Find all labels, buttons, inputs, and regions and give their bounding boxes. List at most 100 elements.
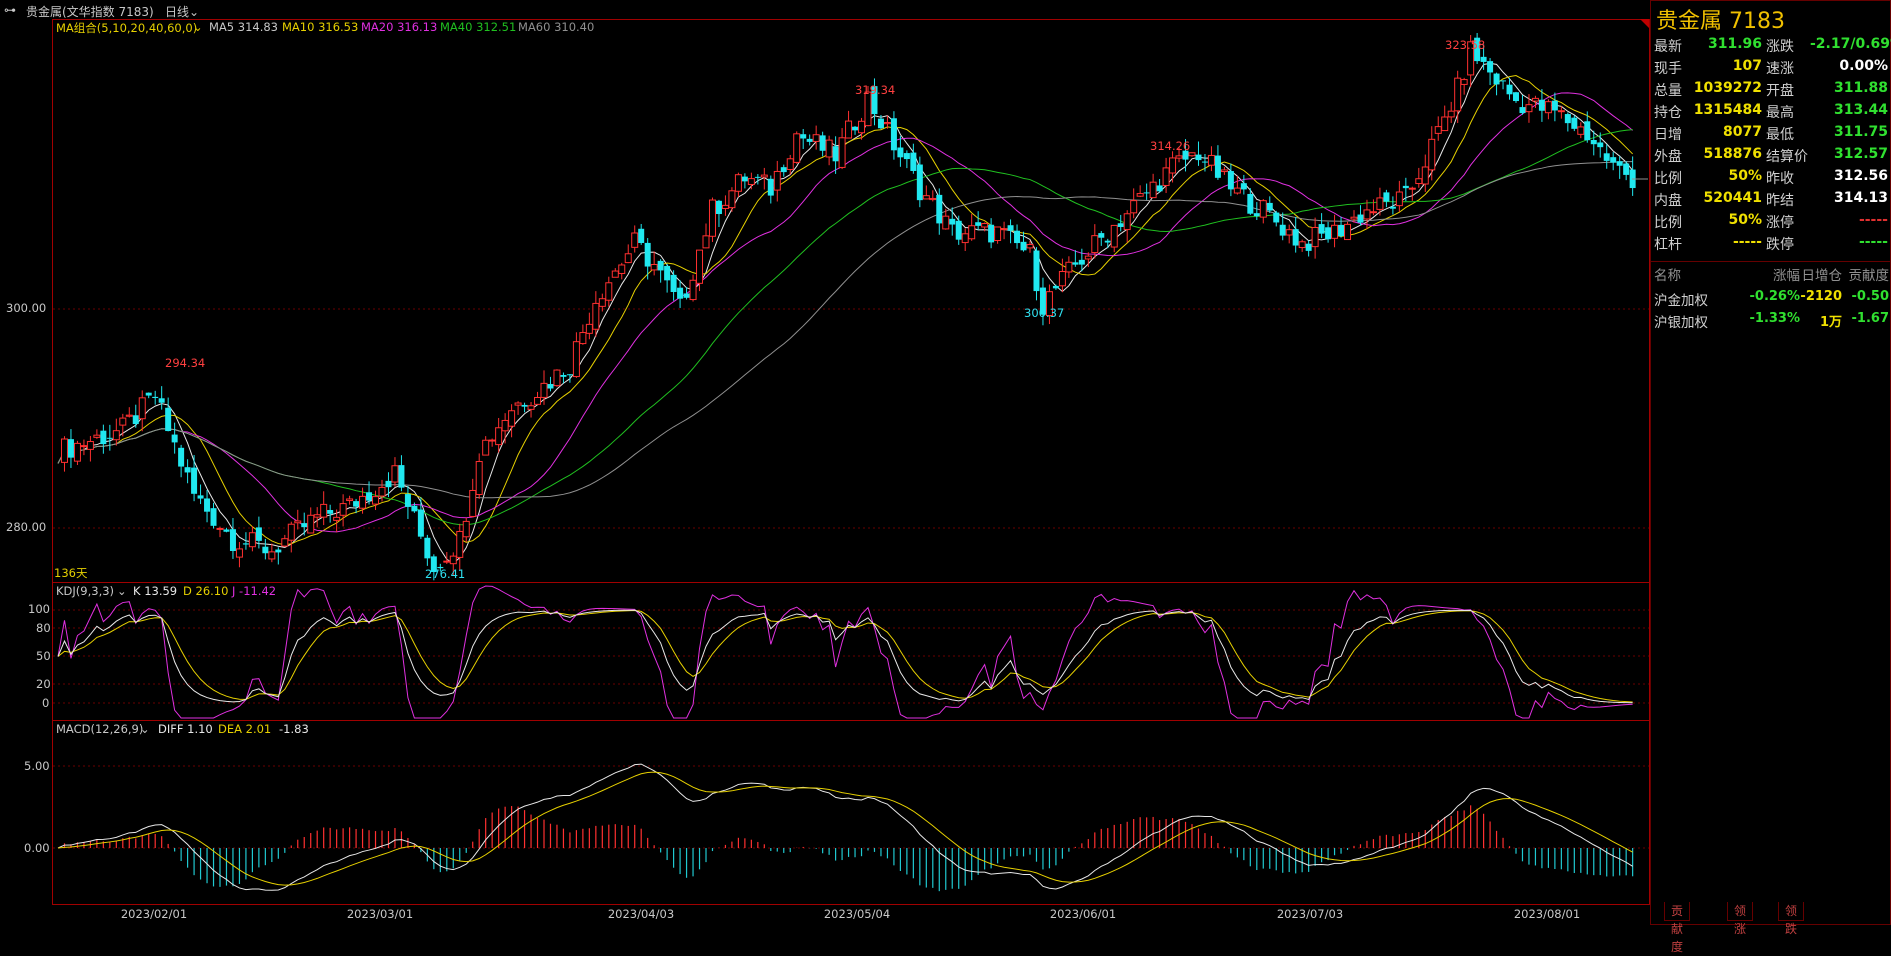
candle-body — [793, 133, 801, 163]
candle-body — [994, 226, 1002, 242]
quote-value: 50% — [1728, 212, 1762, 228]
constituent-row[interactable]: 沪金加权 -0.26% -2120 -0.50 — [1650, 289, 1891, 309]
candle-body — [1084, 255, 1092, 260]
quote-key: 开盘 — [1766, 83, 1794, 99]
x-axis-label: 2023/02/01 — [120, 907, 188, 921]
candle-body — [1162, 167, 1170, 186]
candle-body — [145, 392, 152, 396]
candle-body — [1441, 116, 1449, 132]
constituent-change: -1.33% — [1749, 311, 1801, 326]
candle-body — [1350, 216, 1358, 220]
candle-body — [313, 514, 321, 518]
candle-body — [800, 134, 807, 139]
quote-value: 50% — [1728, 168, 1762, 184]
kdj-line — [57, 609, 1633, 704]
candle-body — [929, 197, 937, 201]
candle-body — [1175, 155, 1183, 159]
candle-body — [572, 341, 580, 378]
candle-body — [1557, 110, 1565, 113]
kdj-y-0: 0 — [42, 696, 50, 710]
candle-body — [372, 496, 380, 505]
quote-row: 总量 1039272 开盘 311.88 — [1650, 80, 1891, 100]
kdj-y-50: 50 — [36, 649, 51, 663]
macd-legend-name[interactable]: MACD(12,26,9) — [56, 722, 144, 736]
candle-body — [339, 503, 347, 516]
candle-body — [223, 529, 230, 532]
candle-body — [73, 442, 81, 462]
chevron-down-icon[interactable]: ⌄ — [117, 584, 127, 598]
y-label-280: 280.00 — [6, 520, 47, 534]
candle-body — [248, 532, 256, 548]
candle-body — [812, 134, 820, 142]
candle-body — [469, 489, 477, 517]
candle-body — [903, 153, 910, 160]
kdj-legend-name[interactable]: KDJ(9,3,3) — [56, 584, 115, 598]
candle-body — [1220, 169, 1228, 173]
macd-y-5: 5.00 — [24, 759, 50, 773]
candle-body — [981, 223, 989, 228]
candle-body — [1415, 178, 1423, 185]
constituent-row[interactable]: 沪银加权 -1.33% 1万 -1.67 — [1650, 311, 1891, 331]
macd-diff-value: DIFF 1.10 — [158, 722, 213, 736]
macd-line — [57, 771, 1633, 886]
quote-title: 贵金属 7183 — [1656, 9, 1785, 34]
annotation-low: 300.37 — [1024, 306, 1065, 320]
candle-body — [579, 332, 587, 345]
candle-body — [845, 120, 853, 139]
quote-value: 311.75 — [1833, 124, 1888, 140]
candle-body — [1544, 101, 1552, 114]
chevron-down-icon[interactable]: ⌄ — [193, 20, 203, 34]
constituent-contrib: -0.50 — [1851, 289, 1889, 304]
candle-body — [1395, 191, 1403, 207]
candle-body — [786, 158, 794, 170]
kline-chart[interactable] — [0, 0, 1650, 925]
candle-body — [838, 137, 846, 168]
x-axis-label: 2023/07/03 — [1276, 907, 1344, 921]
constituent-change: -0.26% — [1749, 289, 1801, 304]
candle-body — [806, 138, 813, 142]
candle-body — [553, 369, 561, 387]
candle-body — [1357, 214, 1364, 223]
tab-leaders-up[interactable]: 领涨 — [1727, 902, 1754, 936]
candle-body — [1207, 154, 1215, 166]
candle-body — [1072, 262, 1079, 265]
candle-body — [1110, 224, 1118, 248]
col-add: 日增仓 — [1801, 268, 1843, 284]
candle-body — [670, 274, 677, 293]
candle-body — [754, 176, 761, 178]
tab-contribution[interactable]: 贡献度 — [1664, 902, 1691, 954]
candle-body — [1091, 235, 1099, 254]
candle-body — [1447, 110, 1455, 118]
candle-body — [1020, 241, 1027, 251]
chevron-down-icon[interactable]: ⌄ — [140, 722, 150, 736]
quote-key: 总量 — [1654, 83, 1682, 99]
candle-body — [1603, 153, 1610, 161]
candle-body — [708, 199, 716, 237]
candle-body — [1493, 73, 1500, 85]
candle-body — [1474, 37, 1481, 62]
candle-body — [320, 503, 328, 518]
candle-body — [1487, 61, 1494, 73]
ma-legend-name[interactable]: MA组合(5,10,20,40,60,0) — [56, 21, 198, 35]
candle-body — [197, 495, 204, 499]
candle-body — [747, 178, 755, 186]
candle-body — [611, 270, 619, 278]
candle-body — [1421, 166, 1429, 185]
macd-y-0: 0.00 — [24, 841, 50, 855]
candle-body — [1078, 259, 1085, 265]
constituent-add: 1万 — [1819, 315, 1842, 330]
candle-body — [1408, 187, 1416, 190]
quote-key: 最高 — [1766, 105, 1794, 121]
tab-leaders-down[interactable]: 领跌 — [1778, 902, 1805, 936]
candle-body — [566, 374, 573, 376]
candle-body — [268, 551, 276, 560]
candle-body — [307, 514, 315, 534]
macd-panel[interactable] — [52, 720, 1650, 905]
candle-body — [780, 167, 787, 173]
candle-body — [1201, 161, 1208, 163]
candle-body — [1130, 200, 1138, 214]
kdj-y-80: 80 — [36, 621, 51, 635]
col-contrib: 贡献度 — [1848, 268, 1890, 284]
period-selector[interactable]: 日线⌄ — [165, 3, 199, 20]
ma60-label: MA60 310.40 — [518, 20, 595, 34]
